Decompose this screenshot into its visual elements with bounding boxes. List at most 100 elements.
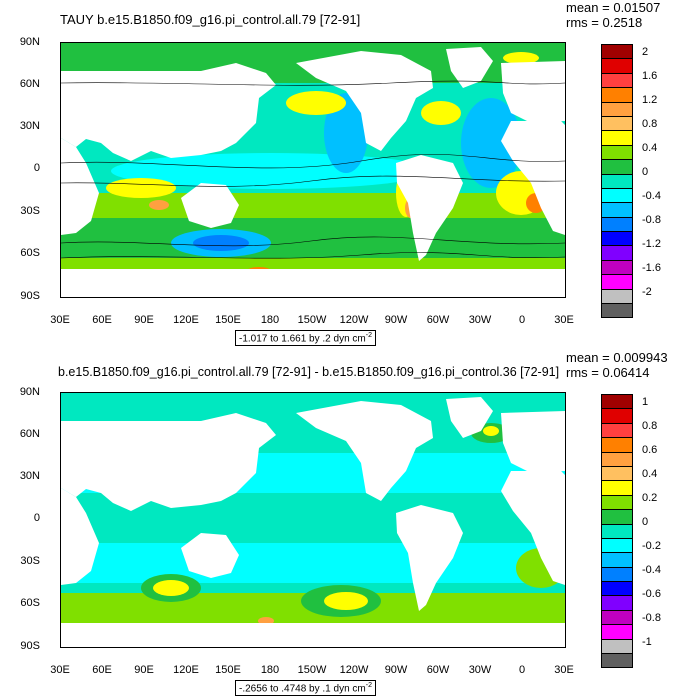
colorbar-cell: [602, 88, 632, 103]
rms-value: rms = 0.2518: [566, 15, 643, 30]
pacific-max: [324, 592, 368, 610]
colorbar-cell: [602, 553, 632, 568]
lat-label: 30N: [19, 120, 40, 132]
colorbar-cell: [602, 275, 632, 290]
map-plot: [60, 392, 566, 648]
colorbar-label: -0.6: [642, 588, 661, 600]
lon-label: 120E: [173, 664, 199, 676]
colorbar-cell: [602, 304, 632, 319]
lat-label: 90S: [20, 290, 40, 302]
lon-label: 90W: [384, 314, 408, 326]
colorbar-cell: [602, 538, 632, 554]
colorbar-label: -0.4: [642, 190, 661, 202]
lon-label: 30E: [554, 664, 574, 676]
north-pacific-max: [286, 91, 346, 115]
lat-label: 0: [33, 162, 40, 174]
lat-label: 30S: [20, 205, 40, 217]
colorbar-label: -0.8: [642, 214, 661, 226]
colorbar-label: -1.6: [642, 262, 661, 274]
colorbar-cell: [602, 289, 632, 305]
colorbar-cell: [602, 596, 632, 611]
lon-label: 30E: [50, 664, 70, 676]
lat-label: 0: [33, 512, 40, 524]
land-africa: [61, 121, 565, 235]
lat-label: 60N: [19, 78, 40, 90]
south-pacific-deep: [193, 235, 249, 251]
lon-label: 90E: [134, 314, 154, 326]
colorbar-label: 0.2: [642, 492, 658, 504]
lon-label: 0: [518, 664, 526, 676]
colorbar-cell: [602, 59, 632, 74]
lon-label: 30E: [50, 314, 70, 326]
colorbar-label: 0.4: [642, 142, 658, 154]
contour-lines: [61, 80, 565, 259]
colorbar-cell: [602, 452, 632, 467]
colorbar-cell: [602, 510, 632, 525]
lat-label: 30S: [20, 555, 40, 567]
lon-label: 150W: [297, 664, 327, 676]
lon-label: 180: [260, 664, 280, 676]
land-asia: [61, 413, 276, 511]
land-antarctica: [61, 269, 565, 297]
map-plot: [60, 42, 566, 298]
lat-label: 90N: [19, 386, 40, 398]
rms-value: rms = 0.06414: [566, 365, 650, 380]
colorbar: [601, 394, 633, 669]
colorbar: [601, 44, 633, 319]
colorbar-cell: [602, 145, 632, 161]
north-pacific-east-blue: [324, 93, 368, 173]
indian-max: [153, 580, 189, 596]
land-europe: [501, 411, 565, 473]
map-title: TAUY b.e15.B1850.f09_g16.pi_control.all.…: [60, 12, 361, 27]
indian-max: [106, 178, 176, 198]
colorbar-cell: [602, 160, 632, 175]
contour-map: [61, 393, 565, 647]
colorbar-cell: [602, 423, 632, 439]
colorbar-cell: [602, 395, 632, 410]
map-title: b.e15.B1850.f09_g16.pi_control.all.79 [7…: [58, 365, 560, 379]
colorbar-cell: [602, 203, 632, 218]
lon-label: 120E: [173, 314, 199, 326]
colorbar-label: 0.4: [642, 468, 658, 480]
colorbar-cell: [602, 481, 632, 496]
colorbar-label: -1.2: [642, 238, 661, 250]
land-greenland: [446, 47, 493, 88]
panel-tauy: TAUY b.e15.B1850.f09_g16.pi_control.all.…: [19, 0, 661, 347]
colorbar-cell: [602, 174, 632, 189]
lat-label: 60S: [20, 247, 40, 259]
colorbar-cell: [602, 232, 632, 247]
colorbar-label: 1: [642, 396, 649, 408]
colorbar-cell: [602, 73, 632, 89]
colorbar-label: 0: [642, 166, 649, 178]
lat-label: 90N: [19, 36, 40, 48]
land-south-america: [396, 505, 463, 611]
colorbar-cell: [602, 524, 632, 539]
colorbar-cell: [602, 409, 632, 424]
colorbar-cell: [602, 217, 632, 233]
land-asia: [61, 63, 276, 161]
lon-label: 30W: [468, 664, 492, 676]
land-australia: [181, 183, 239, 228]
land-australia: [181, 533, 239, 578]
land-africa: [61, 471, 565, 585]
colorbar-cell: [602, 102, 632, 117]
lon-label: 60W: [426, 664, 450, 676]
colorbar-cell: [602, 639, 632, 655]
contour-map: [61, 43, 565, 297]
colorbar-label: -0.4: [642, 564, 661, 576]
colorbar-cell: [602, 131, 632, 146]
lat-label: 90S: [20, 640, 40, 652]
mean-value: mean = 0.009943: [566, 350, 668, 365]
colorbar-label: 1.6: [642, 70, 658, 82]
lon-label: 30W: [468, 314, 492, 326]
colorbar-cell: [602, 495, 632, 511]
band-cyan-south: [61, 543, 565, 583]
colorbar-cell: [602, 188, 632, 204]
contour-range-label: -.2656 to .4748 by .1 dyn cm-2: [235, 680, 376, 697]
colorbar-label: -0.8: [642, 612, 661, 624]
lon-label: 0: [518, 314, 526, 326]
mean-value: mean = 0.01507: [566, 0, 661, 15]
lat-label: 60S: [20, 597, 40, 609]
colorbar-label: -0.2: [642, 540, 661, 552]
colorbar-cell: [602, 116, 632, 132]
